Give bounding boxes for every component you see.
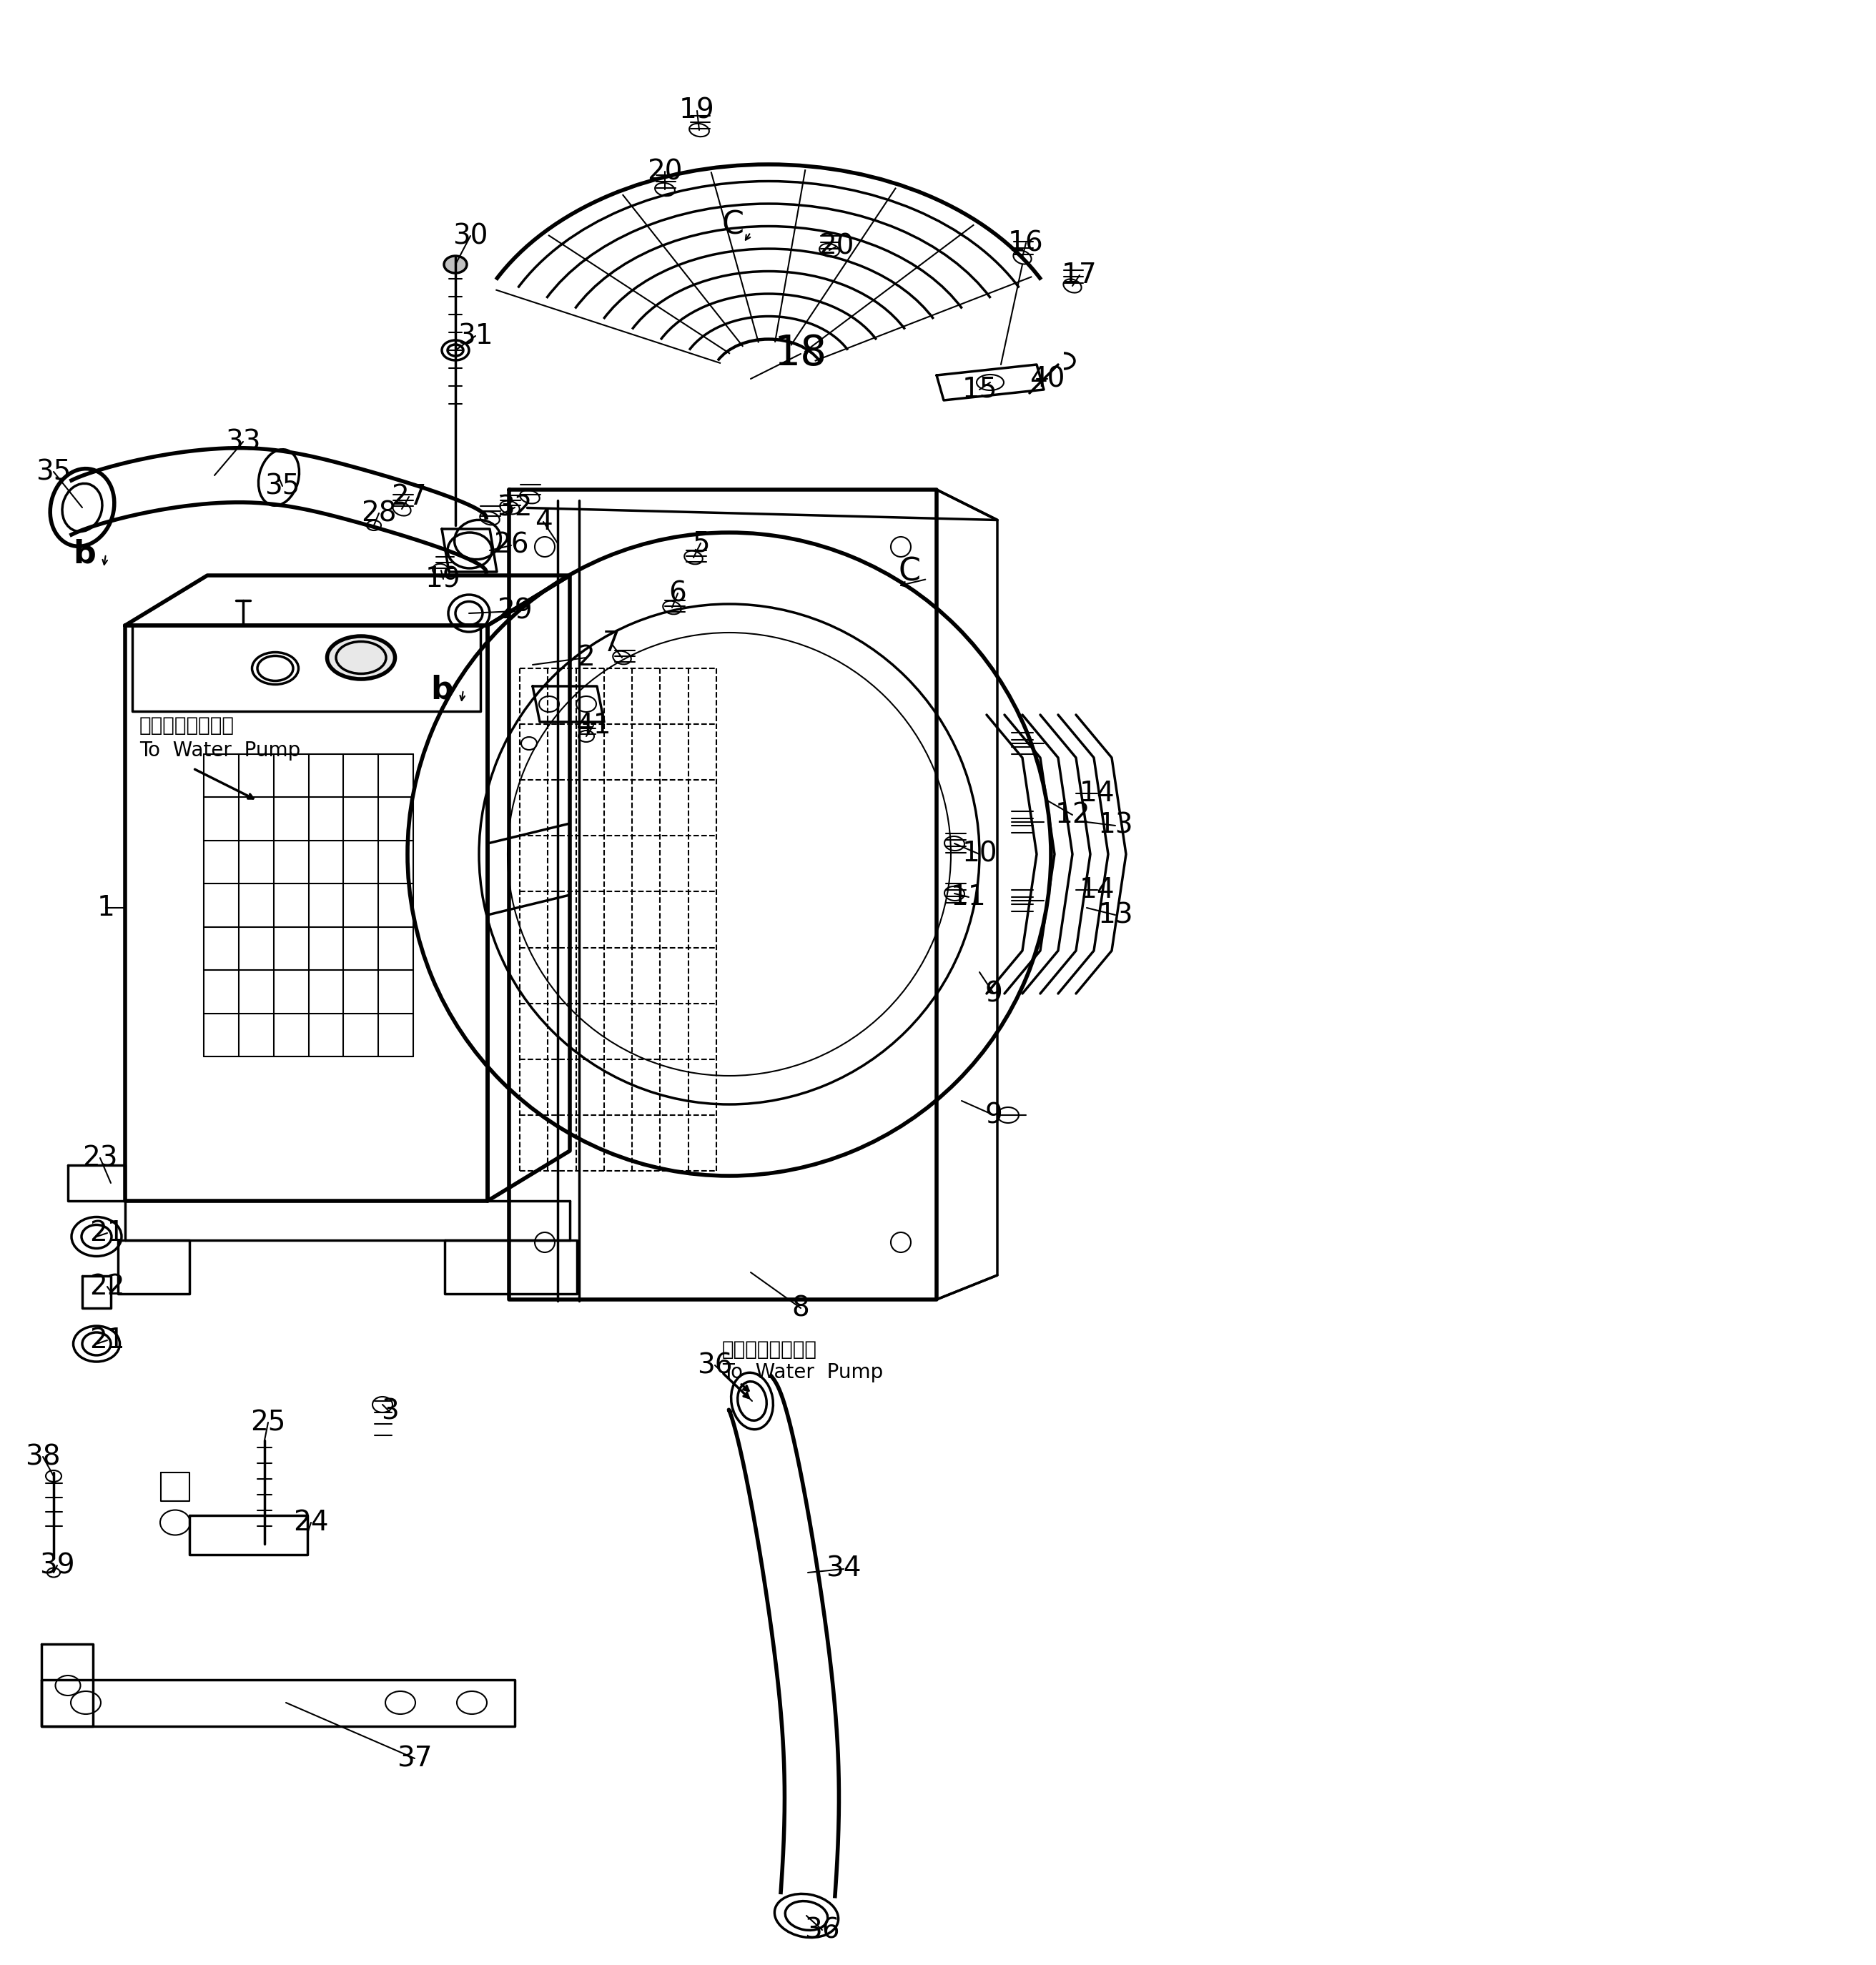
Text: 21: 21: [90, 1220, 126, 1246]
Text: 1: 1: [98, 894, 114, 922]
Ellipse shape: [326, 637, 396, 680]
Text: 22: 22: [90, 1273, 126, 1301]
Text: 14: 14: [1081, 780, 1114, 808]
Text: 16: 16: [1007, 230, 1043, 257]
Text: 11: 11: [951, 884, 987, 910]
Text: 28: 28: [362, 499, 396, 527]
Text: b: b: [430, 674, 454, 705]
Text: 30: 30: [452, 222, 488, 250]
Text: b: b: [73, 538, 96, 570]
Text: 3: 3: [381, 1399, 398, 1425]
Text: To  Water  Pump: To Water Pump: [139, 741, 300, 760]
Text: 9: 9: [985, 1102, 1002, 1128]
Text: 15: 15: [962, 375, 998, 403]
Text: 29: 29: [497, 597, 533, 625]
Text: 19: 19: [426, 566, 461, 593]
Text: 25: 25: [251, 1409, 285, 1436]
Text: 39: 39: [39, 1552, 75, 1580]
Text: 33: 33: [225, 428, 261, 456]
Text: 21: 21: [90, 1326, 126, 1354]
Text: 37: 37: [398, 1745, 431, 1772]
Text: ウォータポンプへ: ウォータポンプへ: [722, 1340, 818, 1360]
Text: 13: 13: [1097, 812, 1133, 839]
Text: 27: 27: [392, 483, 426, 511]
Text: 40: 40: [1030, 365, 1066, 393]
Text: 4: 4: [535, 509, 552, 534]
Text: 6: 6: [670, 580, 687, 607]
Text: 34: 34: [825, 1556, 861, 1582]
Text: 5: 5: [692, 531, 709, 556]
Text: 2: 2: [578, 645, 595, 672]
Text: 18: 18: [775, 334, 827, 373]
Text: 24: 24: [293, 1509, 328, 1537]
Text: 41: 41: [576, 711, 612, 739]
Text: 36: 36: [698, 1352, 734, 1379]
Text: 35: 35: [265, 472, 300, 499]
Text: 7: 7: [602, 629, 621, 656]
Text: 36: 36: [805, 1916, 840, 1943]
Text: 12: 12: [1054, 802, 1090, 829]
Text: 23: 23: [83, 1144, 118, 1171]
Text: 38: 38: [24, 1442, 60, 1470]
Ellipse shape: [445, 255, 467, 273]
Text: 32: 32: [497, 493, 533, 521]
Text: 8: 8: [792, 1295, 810, 1322]
Text: C: C: [722, 210, 745, 240]
Text: 26: 26: [493, 533, 529, 558]
Text: 10: 10: [962, 841, 998, 869]
Text: 20: 20: [647, 157, 683, 185]
Text: 35: 35: [36, 458, 71, 485]
Text: C: C: [899, 556, 921, 588]
Text: To  Water  Pump: To Water Pump: [722, 1362, 884, 1383]
Text: 19: 19: [679, 96, 715, 124]
Text: ウォータポンプへ: ウォータポンプへ: [139, 715, 234, 735]
Text: 17: 17: [1062, 261, 1097, 289]
Text: 9: 9: [985, 981, 1002, 1008]
Text: 14: 14: [1081, 876, 1114, 904]
Text: 20: 20: [818, 234, 854, 259]
Text: 13: 13: [1097, 902, 1133, 929]
Text: 31: 31: [458, 322, 493, 350]
